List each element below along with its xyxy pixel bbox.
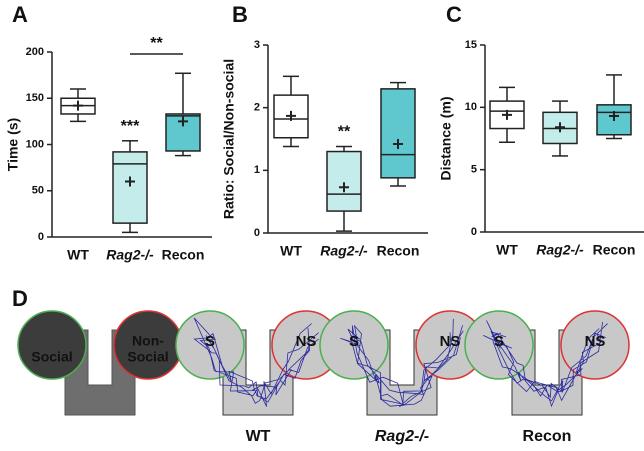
mean-marker (125, 176, 135, 187)
y-tick-label: 50 (32, 185, 44, 197)
y-tick-label: 5 (471, 164, 477, 176)
x-tick-label: Recon (377, 243, 420, 259)
y-tick-label: 1 (254, 164, 260, 176)
panel-label: B (232, 2, 248, 27)
mean-marker (178, 116, 188, 127)
x-tick-label: WT (67, 247, 89, 263)
mean-marker (73, 100, 83, 111)
y-tick-label: 100 (26, 138, 44, 150)
y-tick-label: 150 (26, 92, 44, 104)
y-axis-label: Time (s) (5, 118, 21, 171)
significance: *** (121, 118, 140, 135)
zone-label: Non- (132, 333, 164, 349)
y-axis-label: Ratio: Social/Non-social (221, 59, 237, 219)
arena: S NS WT (175, 310, 341, 445)
y-tick-label: 15 (465, 39, 477, 51)
x-tick-label: Rag2-/- (320, 243, 368, 259)
zone-label: Social (31, 349, 72, 365)
social-zone (175, 310, 245, 380)
y-tick-label: 0 (254, 227, 260, 239)
x-tick-label: Rag2-/- (106, 247, 154, 263)
panel-label: A (12, 2, 28, 27)
social-zone (319, 310, 389, 380)
zone-label: S (205, 333, 215, 350)
y-tick-label: 200 (26, 46, 44, 58)
panel-label: C (446, 2, 462, 27)
track (193, 317, 319, 407)
zone-label: Social (127, 349, 168, 365)
zone-label: NS (296, 333, 317, 350)
panel-label: D (12, 286, 28, 311)
y-tick-label: 2 (254, 102, 260, 114)
arena: S NS Recon (464, 310, 630, 445)
box (326, 150, 362, 212)
mean-marker (339, 182, 349, 193)
arena-label: Rag2-/- (375, 428, 429, 445)
box (112, 151, 148, 224)
significance: ** (338, 124, 351, 141)
social-zone (17, 310, 87, 380)
bracket-label: ** (150, 35, 163, 52)
mean-marker (393, 139, 403, 150)
box (596, 104, 632, 136)
zone-label: NS (440, 333, 461, 350)
y-tick-label: 3 (254, 39, 260, 51)
zone-label: S (349, 333, 359, 350)
y-axis-label: Distance (m) (438, 96, 454, 180)
track (340, 318, 464, 408)
zone-label: S (494, 333, 504, 350)
arena: S NS Rag2-/- (319, 310, 485, 445)
mean-marker (555, 122, 565, 133)
track (483, 320, 608, 408)
y-tick-label: 0 (471, 226, 477, 238)
x-tick-label: WT (280, 243, 302, 259)
arena-label: Recon (523, 428, 572, 445)
mean-marker (286, 110, 296, 121)
zone-label: NS (585, 333, 606, 350)
x-tick-label: WT (496, 242, 518, 258)
x-tick-label: Recon (162, 247, 205, 263)
mean-marker (502, 109, 512, 120)
x-tick-label: Rag2-/- (536, 242, 584, 258)
x-tick-label: Recon (593, 242, 636, 258)
y-tick-label: 10 (465, 101, 477, 113)
y-tick-label: 0 (38, 231, 44, 243)
arena-label: WT (246, 428, 271, 445)
mean-marker (609, 111, 619, 122)
box (380, 88, 416, 179)
